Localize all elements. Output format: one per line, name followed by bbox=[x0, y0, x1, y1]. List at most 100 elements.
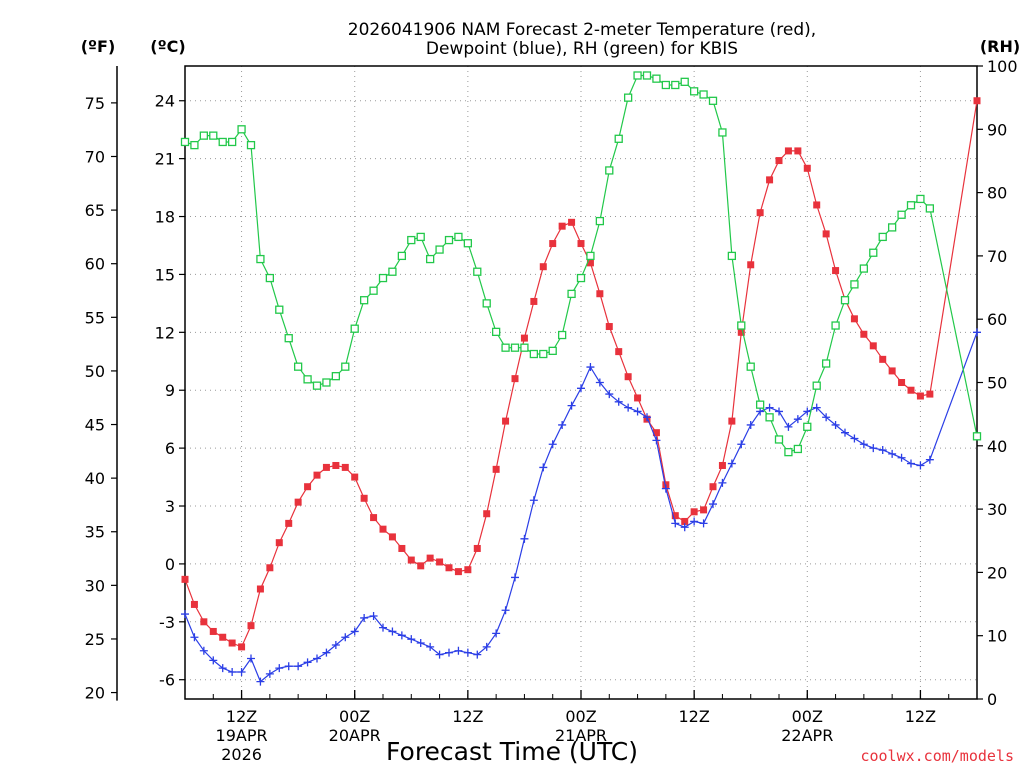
temperature-point bbox=[615, 348, 623, 356]
rh-point bbox=[821, 359, 831, 368]
dewpoint-point bbox=[511, 573, 519, 582]
temperature-point bbox=[756, 209, 764, 217]
rh-point bbox=[548, 346, 557, 356]
rh-point bbox=[463, 239, 473, 248]
x-tick-sublabel: 21APR bbox=[555, 726, 607, 745]
dewpoint-point bbox=[567, 401, 576, 410]
temperature-point bbox=[247, 622, 255, 630]
rh-point bbox=[916, 194, 925, 204]
dewpoint-point bbox=[973, 328, 981, 337]
celsius-tick-label: 18 bbox=[155, 208, 175, 227]
rh-point bbox=[557, 330, 567, 340]
dewpoint-point bbox=[822, 413, 831, 422]
dewpoint-point bbox=[548, 440, 557, 449]
temperature-point bbox=[605, 323, 613, 331]
x-tick-sublabel: 2026 bbox=[221, 745, 262, 764]
rh-point bbox=[312, 381, 322, 390]
celsius-tick-label: 12 bbox=[155, 323, 175, 342]
dewpoint-point bbox=[463, 648, 472, 657]
rh-point bbox=[510, 343, 520, 352]
rh-point bbox=[727, 251, 737, 261]
dewpoint-point bbox=[888, 449, 897, 458]
temperature-point bbox=[822, 230, 830, 238]
rh-point bbox=[671, 80, 680, 90]
rh-tick-label: 10 bbox=[987, 627, 1007, 646]
rh-point bbox=[520, 343, 529, 352]
rh-point bbox=[378, 273, 388, 283]
rh-tick-label: 80 bbox=[987, 184, 1007, 203]
celsius-tick-label: -6 bbox=[159, 671, 175, 690]
rh-point bbox=[765, 413, 774, 422]
rh-tick-label: 60 bbox=[987, 310, 1007, 329]
fahrenheit-unit-label: (ºF) bbox=[81, 37, 116, 56]
temperature-point bbox=[520, 334, 528, 342]
dewpoint-point bbox=[529, 496, 538, 505]
rh-point bbox=[246, 140, 256, 150]
dewpoint-point bbox=[850, 434, 859, 443]
rh-point bbox=[793, 444, 803, 454]
dewpoint-point bbox=[661, 484, 670, 493]
dewpoint-point bbox=[558, 420, 567, 429]
rh-point bbox=[831, 321, 840, 330]
temperature-point bbox=[596, 290, 604, 298]
temperature-point bbox=[483, 510, 491, 518]
rh-point bbox=[897, 210, 906, 219]
dewpoint-point bbox=[445, 648, 453, 657]
dewpoint-point bbox=[831, 420, 840, 429]
temperature-point bbox=[916, 392, 924, 400]
dewpoint-point bbox=[869, 444, 878, 453]
dewpoint-point bbox=[652, 436, 661, 445]
x-tick-label: 00Z bbox=[792, 707, 823, 726]
rh-point bbox=[388, 267, 397, 276]
dewpoint-point bbox=[671, 519, 680, 528]
temperature-point bbox=[926, 390, 934, 398]
x-tick-sublabel: 22APR bbox=[781, 726, 833, 745]
rh-point bbox=[840, 296, 850, 305]
dewpoint-point bbox=[322, 648, 331, 657]
temperature-point bbox=[832, 267, 840, 275]
rh-point bbox=[859, 264, 869, 273]
temperature-point bbox=[492, 465, 500, 473]
dewpoint-point bbox=[407, 635, 416, 644]
temperature-point bbox=[577, 240, 585, 248]
rh-point bbox=[359, 296, 369, 305]
dewpoint-point bbox=[784, 422, 793, 431]
temperature-point bbox=[728, 417, 736, 425]
rh-point bbox=[425, 254, 435, 264]
temperature-point bbox=[313, 471, 321, 479]
celsius-tick-label: 21 bbox=[155, 150, 175, 169]
dewpoint-point bbox=[313, 654, 321, 663]
temperature-point bbox=[709, 483, 717, 491]
rh-unit-label: (RH) bbox=[980, 37, 1020, 56]
rh-point bbox=[850, 280, 859, 289]
rh-point bbox=[887, 223, 897, 232]
rh-point bbox=[925, 204, 935, 213]
dewpoint-point bbox=[812, 403, 821, 412]
temperature-point bbox=[850, 315, 858, 323]
rh-point bbox=[642, 71, 652, 80]
temperature-point bbox=[388, 533, 396, 541]
chart-title-line1: 2026041906 NAM Forecast 2-meter Temperat… bbox=[348, 20, 816, 40]
temperature-point bbox=[766, 176, 774, 184]
rh-point bbox=[341, 362, 350, 371]
dewpoint-point bbox=[209, 656, 218, 665]
dewpoint-point bbox=[388, 627, 397, 636]
rh-point bbox=[284, 334, 293, 343]
rh-point bbox=[209, 131, 218, 140]
temperature-point bbox=[351, 473, 359, 481]
x-tick-sublabel: 19APR bbox=[216, 726, 268, 745]
dewpoint-point bbox=[190, 633, 199, 642]
rh-tick-label: 70 bbox=[987, 247, 1007, 266]
grid bbox=[185, 66, 977, 699]
temperature-point bbox=[568, 218, 576, 226]
rh-point bbox=[416, 232, 425, 242]
rh-tick-label: 90 bbox=[987, 120, 1007, 139]
rh-point bbox=[435, 245, 444, 254]
rh-point bbox=[661, 80, 671, 90]
dewpoint-point bbox=[718, 478, 727, 487]
dewpoint-point bbox=[841, 428, 849, 437]
rh-point bbox=[812, 381, 821, 390]
rh-point bbox=[275, 305, 284, 314]
rh-tick-label: 40 bbox=[987, 437, 1007, 456]
temperature-point bbox=[426, 554, 434, 562]
